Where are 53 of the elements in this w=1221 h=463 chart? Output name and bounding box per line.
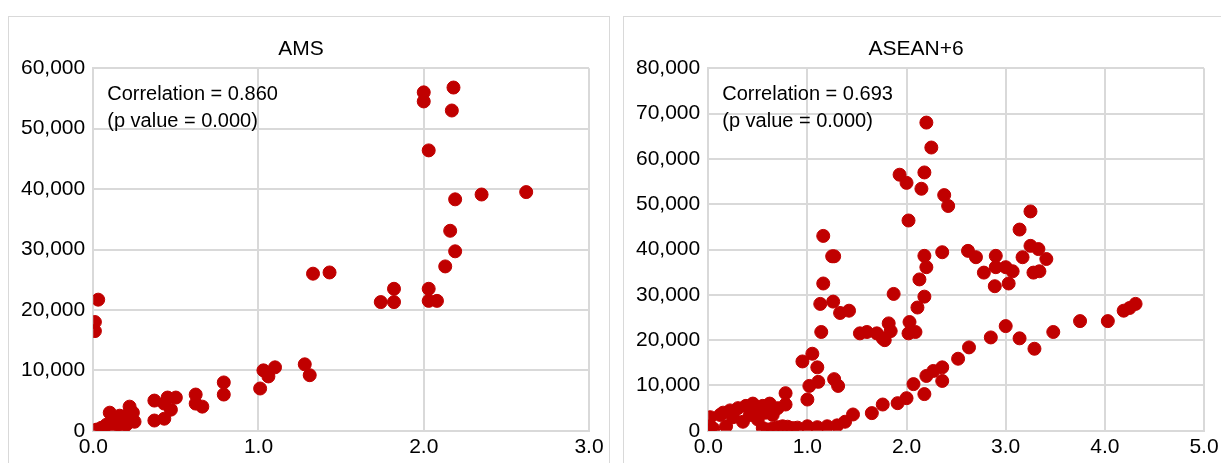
annotation: (p value = 0.000) bbox=[722, 108, 873, 131]
x-tick-label: 1.0 bbox=[243, 434, 274, 458]
point bbox=[216, 375, 231, 390]
y-tick-label: 50,000 bbox=[636, 190, 701, 214]
point bbox=[444, 103, 459, 118]
point bbox=[195, 399, 210, 414]
point bbox=[268, 360, 283, 375]
point bbox=[253, 381, 268, 396]
point bbox=[448, 192, 463, 207]
annotation: (p value = 0.000) bbox=[107, 108, 258, 131]
point bbox=[157, 396, 172, 411]
point bbox=[297, 357, 312, 372]
point bbox=[448, 244, 463, 259]
x-tick-label: 5.0 bbox=[1189, 434, 1219, 458]
point bbox=[474, 187, 489, 202]
x-tick-label: 1.0 bbox=[792, 434, 822, 458]
point bbox=[216, 387, 231, 402]
y-tick-label: 50,000 bbox=[21, 115, 86, 139]
x-tick-label: 3.0 bbox=[574, 434, 604, 458]
x-tick-label: 4.0 bbox=[1090, 434, 1120, 458]
y-tick-label: 80,000 bbox=[636, 55, 701, 78]
y-tick-label: 60,000 bbox=[21, 55, 86, 78]
y-tick-label: 10,000 bbox=[636, 372, 701, 396]
point bbox=[93, 292, 106, 307]
point bbox=[302, 368, 317, 383]
point bbox=[306, 266, 321, 281]
point bbox=[387, 281, 401, 296]
point bbox=[261, 369, 276, 384]
y-tick-label: 20,000 bbox=[21, 296, 86, 320]
annotation: Correlation = 0.860 bbox=[107, 81, 278, 104]
annotation: Correlation = 0.693 bbox=[722, 81, 893, 104]
x-tick-label: 2.0 bbox=[409, 434, 439, 458]
point bbox=[322, 265, 337, 280]
point bbox=[443, 223, 458, 238]
point bbox=[421, 281, 436, 296]
y-tick-label: 60,000 bbox=[636, 145, 701, 169]
y-tick-label: 20,000 bbox=[636, 326, 701, 350]
point bbox=[373, 295, 388, 310]
chart-title: ASEAN+6 bbox=[868, 36, 964, 60]
point bbox=[446, 80, 461, 95]
x-tick-label: 2.0 bbox=[891, 434, 922, 458]
y-tick-label: 30,000 bbox=[636, 281, 701, 305]
chart-title: AMS bbox=[278, 36, 324, 60]
point bbox=[438, 259, 453, 274]
point bbox=[421, 143, 436, 158]
point bbox=[519, 185, 534, 200]
y-tick-label: 30,000 bbox=[21, 236, 86, 260]
y-tick-label: 40,000 bbox=[636, 236, 701, 260]
y-tick-label: 40,000 bbox=[21, 175, 86, 199]
point bbox=[387, 295, 401, 310]
y-tick-label: 70,000 bbox=[636, 100, 701, 124]
x-tick-label: 3.0 bbox=[991, 434, 1021, 458]
y-tick-label: 10,000 bbox=[21, 357, 86, 381]
